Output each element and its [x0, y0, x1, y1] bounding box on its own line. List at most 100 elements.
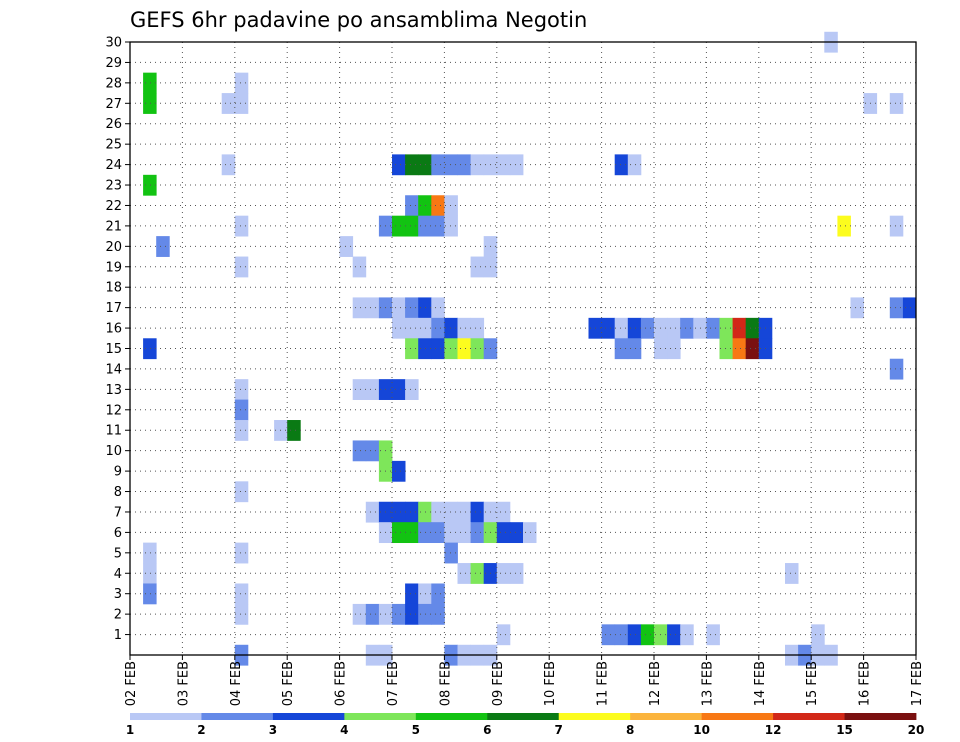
heatmap-cell [234, 72, 249, 94]
heatmap-cell [352, 440, 367, 462]
y-tick-label: 4 [114, 567, 122, 582]
heatmap-cell [352, 297, 367, 319]
y-tick-label: 28 [105, 76, 122, 91]
heatmap-cell [614, 154, 629, 176]
heatmap-cell [470, 522, 485, 544]
colorbar-swatch [201, 713, 274, 720]
y-tick-label: 27 [105, 97, 122, 112]
x-tick-label: 09 FEB [491, 661, 506, 706]
heatmap-cell [143, 338, 157, 360]
heatmap-cell [221, 93, 236, 114]
heatmap-cell [889, 215, 904, 237]
x-tick-label: 17 FEB [910, 661, 925, 706]
colorbar-label: 2 [197, 723, 205, 737]
x-tick-label: 16 FEB [858, 661, 873, 706]
heatmap-cell [405, 603, 419, 625]
heatmap-cell [470, 501, 485, 523]
heatmap-cell [405, 379, 419, 400]
heatmap-cell [392, 460, 406, 482]
y-tick-label: 23 [105, 179, 122, 194]
heatmap-cell [785, 563, 799, 584]
x-tick-label: 02 FEB [124, 661, 139, 706]
heatmap-cell [457, 154, 471, 176]
heatmap-cell [889, 297, 904, 319]
y-tick-label: 8 [114, 485, 122, 500]
colorbar-label: 15 [836, 723, 853, 737]
heatmap-cell [509, 563, 524, 584]
y-tick-label: 26 [105, 117, 122, 132]
colorbar-swatch [130, 713, 202, 720]
heatmap-cell [234, 256, 249, 278]
colorbar-label: 5 [412, 723, 420, 737]
heatmap-cell [444, 542, 458, 564]
heatmap-cell [431, 338, 445, 360]
heatmap-cell [496, 154, 511, 176]
heatmap-cell [640, 624, 655, 646]
heatmap-cell [431, 297, 445, 319]
heatmap-cell [156, 236, 170, 257]
colorbar: 1 2 3 4 5 6 7 8 10 12 15 20 [126, 713, 925, 737]
y-tick-label: 13 [105, 383, 122, 398]
colorbar-label: 6 [483, 723, 491, 737]
heatmap-cell [418, 297, 432, 319]
heatmap-cell [444, 501, 458, 523]
heatmap-cell [523, 522, 537, 544]
colorbar-swatch [558, 713, 631, 720]
heatmap-cell [732, 317, 747, 339]
heatmap-cell [902, 297, 917, 319]
heatmap-cell [365, 440, 380, 462]
heatmap-cell [431, 501, 445, 523]
heatmap-cell [457, 563, 471, 584]
heatmap-cell [143, 542, 157, 564]
heatmap-cells [143, 31, 917, 666]
x-tick-label: 14 FEB [753, 661, 768, 706]
heatmap-cell [418, 522, 432, 544]
heatmap-cell [444, 154, 458, 176]
x-tick-label: 04 FEB [229, 661, 244, 706]
heatmap-cell [680, 317, 694, 339]
heatmap-cell [418, 583, 432, 605]
y-tick-label: 6 [114, 526, 122, 541]
y-tick-label: 2 [114, 608, 122, 623]
y-tick-label: 9 [114, 465, 122, 480]
colorbar-label: 20 [908, 723, 925, 737]
heatmap-cell [496, 501, 511, 523]
heatmap-cell [365, 379, 380, 400]
heatmap-cell [405, 195, 419, 217]
heatmap-cell [627, 624, 642, 646]
heatmap-cell [418, 317, 432, 339]
heatmap-cell [405, 583, 419, 605]
heatmap-cell [365, 297, 380, 319]
x-tick-label: 03 FEB [176, 661, 191, 706]
heatmap-cell [392, 501, 406, 523]
y-tick-label: 5 [114, 546, 122, 561]
heatmap-cell [706, 624, 720, 646]
chart-title: GEFS 6hr padavine po ansamblima Negotin [130, 8, 587, 32]
heatmap-cell [470, 338, 485, 360]
heatmap-cell [745, 317, 760, 339]
heatmap-cell [143, 563, 157, 584]
heatmap-cell [457, 501, 471, 523]
heatmap-cell [431, 603, 445, 625]
heatmap-cell [234, 215, 249, 237]
heatmap-cell [234, 379, 249, 400]
heatmap-cell [640, 317, 655, 339]
heatmap-cell [850, 297, 864, 319]
heatmap-cell [234, 542, 249, 564]
heatmap-cell [457, 338, 471, 360]
heatmap-cell [614, 624, 629, 646]
heatmap-cell [837, 215, 851, 237]
y-tick-label: 11 [105, 424, 122, 439]
heatmap-cell [444, 522, 458, 544]
heatmap-cell [470, 154, 485, 176]
x-tick-label: 12 FEB [648, 661, 663, 706]
colorbar-swatch [272, 713, 345, 720]
heatmap-cell [392, 215, 406, 237]
heatmap-cell [470, 317, 485, 339]
colorbar-label: 7 [555, 723, 563, 737]
heatmap-cell [444, 338, 458, 360]
heatmap-cell [418, 195, 432, 217]
heatmap-cell [706, 317, 720, 339]
heatmap-cell [431, 317, 445, 339]
